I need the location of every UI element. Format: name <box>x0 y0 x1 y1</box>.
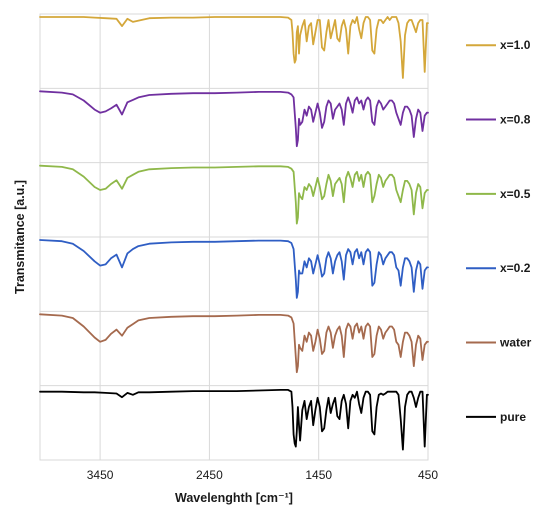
legend-label: x=0.8 <box>500 113 531 127</box>
legend-label: x=1.0 <box>500 38 531 52</box>
series-line <box>39 16 429 79</box>
plot-frame <box>39 13 429 461</box>
series-line <box>39 239 429 299</box>
x-tick-label: 1450 <box>305 468 332 482</box>
y-axis-label: Transmitance [a.u.] <box>13 180 27 294</box>
x-tick-label: 2450 <box>196 468 223 482</box>
x-tick-label: 3450 <box>87 468 114 482</box>
legend-label: x=0.5 <box>500 187 531 201</box>
x-axis-ticks: 3450 2450 1450 450 <box>87 468 439 482</box>
x-axis-label: Wavelenghth [cm⁻¹] <box>175 491 293 505</box>
legend: x=1.0 x=0.8 x=0.5 x=0.2 water pure <box>466 38 532 424</box>
series-line <box>39 90 429 148</box>
series-line <box>39 164 429 225</box>
legend-label: pure <box>500 410 526 424</box>
spectra-traces <box>39 16 429 451</box>
legend-label: water <box>499 336 532 350</box>
series-line <box>39 389 429 451</box>
x-tick-label: 450 <box>418 468 438 482</box>
series-line <box>39 313 429 374</box>
legend-label: x=0.2 <box>500 261 531 275</box>
